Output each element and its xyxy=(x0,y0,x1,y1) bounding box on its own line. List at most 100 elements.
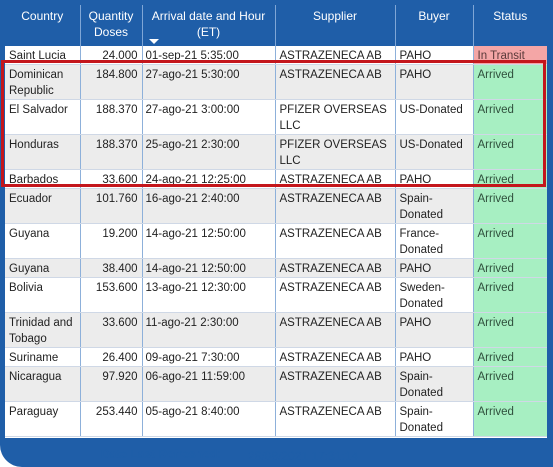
refresh-label: Date Last Refreshed: xyxy=(101,447,222,461)
cell-buyer: PAHO xyxy=(395,64,474,100)
table-row[interactable]: Guyana 19.200 14-ago-21 12:50:00 ASTRAZENEC… xyxy=(5,223,547,259)
column-label: Quantity Doses xyxy=(88,9,134,39)
cell-buyer: France-Donated xyxy=(395,223,474,259)
cell-doses: 33.600 xyxy=(80,169,143,189)
column-header-status[interactable]: Status xyxy=(473,5,547,46)
cell-arrival: 14-ago-21 12:50:00 xyxy=(142,223,276,259)
cell-status: Arrived xyxy=(473,258,547,278)
table-row[interactable]: Saint Lucia 24.000 01-sep-21 5:35:00 ASTRAZ… xyxy=(5,46,547,65)
cell-country: Ecuador xyxy=(5,188,81,224)
cell-doses: 253.440 xyxy=(80,401,143,437)
cell-arrival: 11-ago-21 2:30:00 xyxy=(142,312,276,348)
cell-doses: 33.600 xyxy=(80,312,143,348)
table-row[interactable]: Suriname 26.400 09-ago-21 7:30:00 ASTRAZENE… xyxy=(5,347,547,367)
cell-supplier: ASTRAZENECA AB xyxy=(275,64,396,100)
cell-country: Trinidad and Tobago xyxy=(5,312,81,348)
refresh-footer: Date Last Refreshed: 28/08/2021 17:31:14 xyxy=(0,440,553,467)
column-label: Arrival date and Hour (ET) xyxy=(151,9,266,39)
cell-supplier: ASTRAZENECA AB xyxy=(275,169,396,189)
table-row[interactable]: Nicaragua 97.920 06-ago-21 11:59:00 ASTRAZE… xyxy=(5,366,547,402)
table-row[interactable]: Bolivia 153.600 13-ago-21 12:30:00 ASTRAZEN… xyxy=(5,277,547,313)
cell-status: Arrived xyxy=(473,401,547,437)
cell-country: Bolivia xyxy=(5,277,81,313)
cell-doses: 101.760 xyxy=(80,188,143,224)
cell-supplier: ASTRAZENECA AB xyxy=(275,312,396,348)
cell-buyer: PAHO xyxy=(395,169,474,189)
cell-supplier: ASTRAZENECA AB xyxy=(275,223,396,259)
cell-status: Arrived xyxy=(473,347,547,367)
cell-buyer: PAHO xyxy=(395,46,474,65)
column-header-buyer[interactable]: Buyer xyxy=(395,5,474,46)
table-row[interactable]: Trinidad and Tobago 33.600 11-ago-21 2:30:… xyxy=(5,312,547,348)
cell-country: Honduras xyxy=(5,134,81,170)
cell-arrival: 16-ago-21 2:40:00 xyxy=(142,188,276,224)
cell-buyer: PAHO xyxy=(395,347,474,367)
cell-doses: 19.200 xyxy=(80,223,143,259)
cell-supplier: ASTRAZENECA AB xyxy=(275,347,396,367)
table-row[interactable]: Dominican Republic 184.800 27-ago-21 5:30:… xyxy=(5,64,547,100)
cell-doses: 153.600 xyxy=(80,277,143,313)
column-label: Country xyxy=(21,9,64,23)
column-header-supplier[interactable]: Supplier xyxy=(275,5,396,46)
cell-status: Arrived xyxy=(473,169,547,189)
column-label: Buyer xyxy=(418,9,450,23)
cell-buyer: Spain-Donated xyxy=(395,401,474,437)
table-row[interactable]: El Salvador 188.370 27-ago-21 3:00:00 PFIZE… xyxy=(5,99,547,135)
cell-status: Arrived xyxy=(473,366,547,402)
table-row[interactable]: Guyana 38.400 14-ago-21 12:50:00 ASTRAZENEC… xyxy=(5,258,547,278)
cell-arrival: 27-ago-21 3:00:00 xyxy=(142,99,276,135)
column-header-country[interactable]: Country xyxy=(5,5,81,46)
cell-supplier: PFIZER OVERSEAS LLC xyxy=(275,99,396,135)
cell-buyer: US-Donated xyxy=(395,134,474,170)
cell-country: Suriname xyxy=(5,347,81,367)
cell-arrival: 14-ago-21 12:50:00 xyxy=(142,258,276,278)
cell-buyer: US-Donated xyxy=(395,99,474,135)
cell-supplier: ASTRAZENECA AB xyxy=(275,46,396,65)
cell-doses: 184.800 xyxy=(80,64,143,100)
column-label: Supplier xyxy=(312,9,358,23)
cell-status: Arrived xyxy=(473,64,547,100)
shipments-table-panel: Country Quantity Doses Arrival date and … xyxy=(5,5,547,438)
cell-arrival: 24-ago-21 12:25:00 xyxy=(142,169,276,189)
refresh-timestamp: 28/08/2021 17:31:14 xyxy=(248,449,359,463)
table-body: Saint Lucia 24.000 01-sep-21 5:35:00 ASTRAZ… xyxy=(5,46,547,437)
cell-country: Nicaragua xyxy=(5,366,81,402)
cell-buyer: Spain-Donated xyxy=(395,188,474,224)
cell-supplier: PFIZER OVERSEAS LLC xyxy=(275,134,396,170)
cell-supplier: ASTRAZENECA AB xyxy=(275,188,396,224)
shipments-table: Country Quantity Doses Arrival date and … xyxy=(5,5,547,437)
cell-status: Arrived xyxy=(473,312,547,348)
cell-buyer: PAHO xyxy=(395,258,474,278)
table-row[interactable]: Paraguay 253.440 05-ago-21 8:40:00 ASTRAZEN… xyxy=(5,401,547,437)
column-header-doses[interactable]: Quantity Doses xyxy=(80,5,143,46)
cell-country: Saint Lucia xyxy=(5,46,81,65)
cell-country: Paraguay xyxy=(5,401,81,437)
cell-arrival: 27-ago-21 5:30:00 xyxy=(142,64,276,100)
sort-descending-icon[interactable] xyxy=(148,39,159,44)
cell-country: El Salvador xyxy=(5,99,81,135)
cell-country: Barbados xyxy=(5,169,81,189)
cell-status: Arrived xyxy=(473,134,547,170)
cell-supplier: ASTRAZENECA AB xyxy=(275,401,396,437)
cell-status: Arrived xyxy=(473,188,547,224)
cell-doses: 24.000 xyxy=(80,46,143,65)
cell-doses: 26.400 xyxy=(80,347,143,367)
column-header-arrival[interactable]: Arrival date and Hour (ET) xyxy=(142,5,276,46)
table-row[interactable]: Barbados 33.600 24-ago-21 12:25:00 ASTRAZEN… xyxy=(5,169,547,189)
cell-doses: 38.400 xyxy=(80,258,143,278)
cell-country: Dominican Republic xyxy=(5,64,81,100)
cell-status: Arrived xyxy=(473,99,547,135)
table-row[interactable]: Ecuador 101.760 16-ago-21 2:40:00 ASTRAZENE… xyxy=(5,188,547,224)
table-row[interactable]: Honduras 188.370 25-ago-21 2:30:00 PFIZER O… xyxy=(5,134,547,170)
cell-arrival: 09-ago-21 7:30:00 xyxy=(142,347,276,367)
cell-supplier: ASTRAZENECA AB xyxy=(275,277,396,313)
cell-status: Arrived xyxy=(473,277,547,313)
cell-country: Guyana xyxy=(5,258,81,278)
cell-doses: 188.370 xyxy=(80,134,143,170)
cell-arrival: 01-sep-21 5:35:00 xyxy=(142,46,276,65)
cell-arrival: 25-ago-21 2:30:00 xyxy=(142,134,276,170)
cell-supplier: ASTRAZENECA AB xyxy=(275,366,396,402)
cell-buyer: PAHO xyxy=(395,312,474,348)
cell-arrival: 13-ago-21 12:30:00 xyxy=(142,277,276,313)
